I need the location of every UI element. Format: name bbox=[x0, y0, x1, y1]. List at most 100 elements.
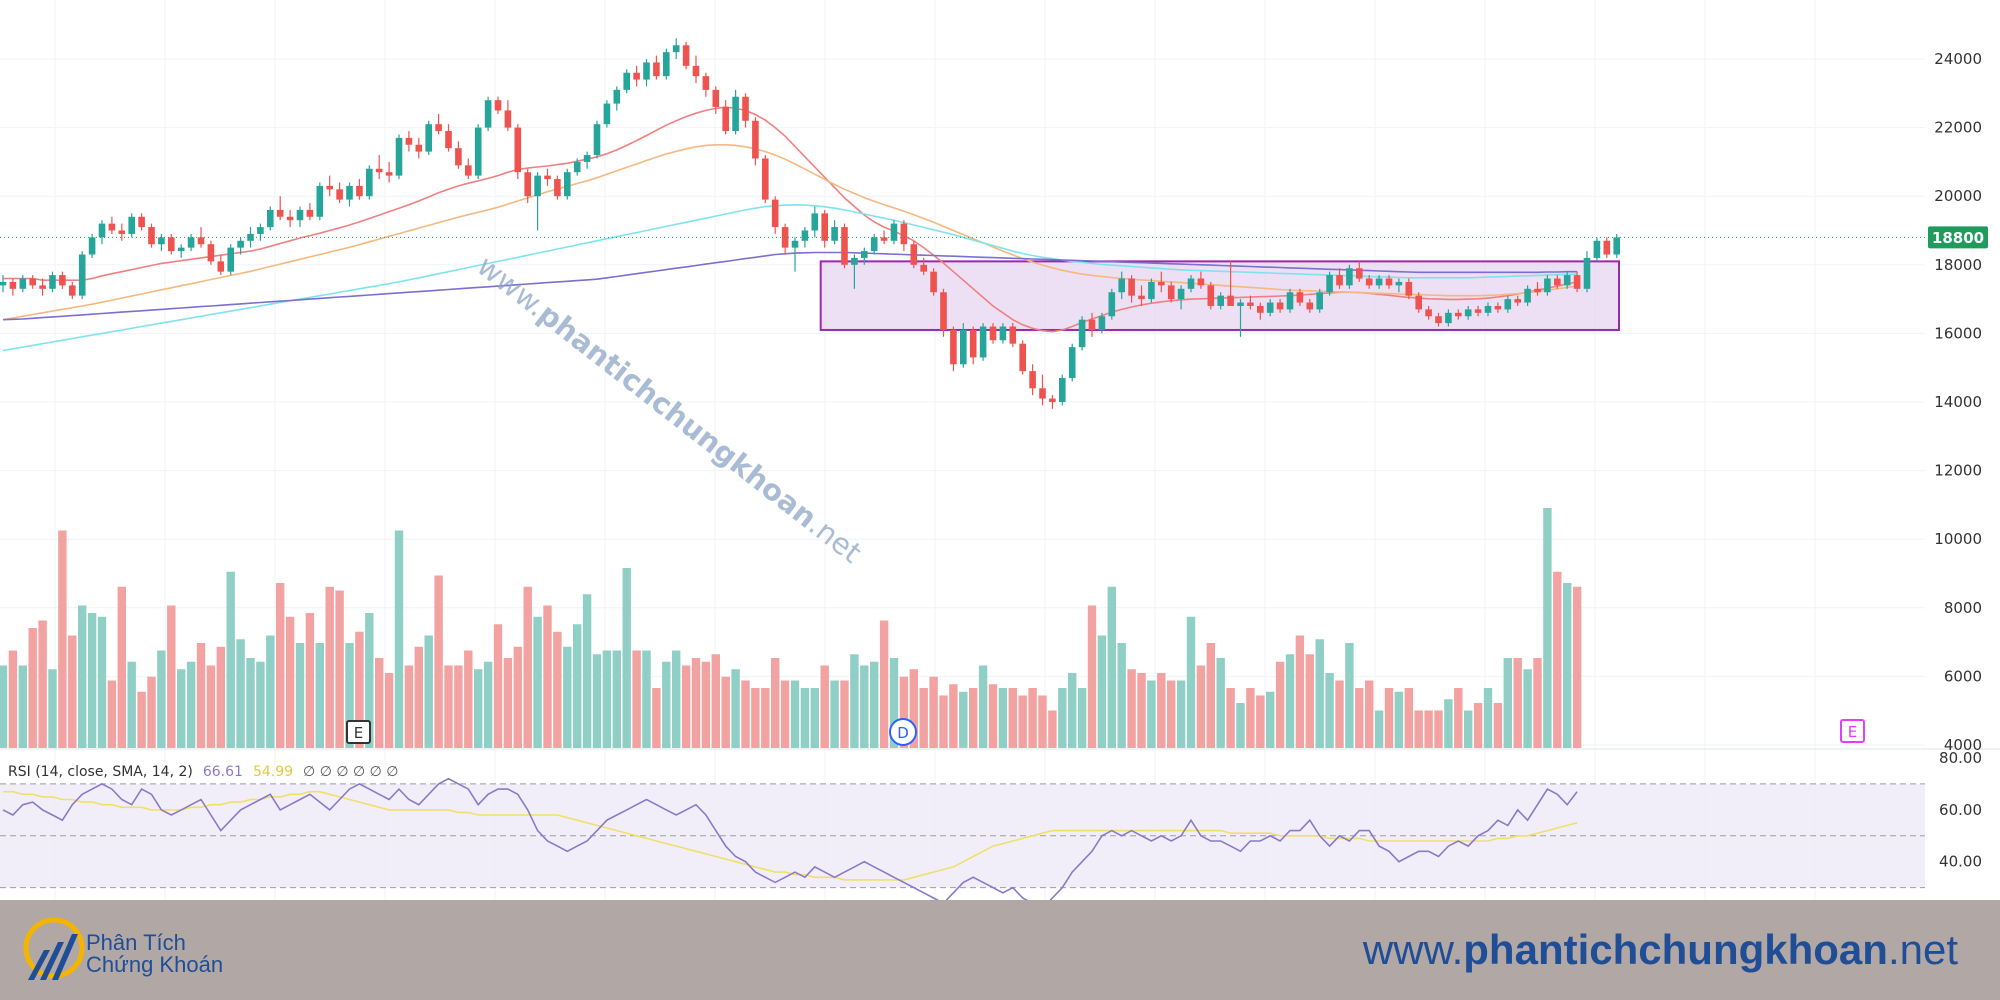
volume-bar bbox=[1127, 669, 1136, 748]
volume-bar bbox=[1147, 680, 1156, 748]
volume-bar bbox=[563, 646, 572, 748]
volume-bar bbox=[582, 594, 592, 748]
volume-bar bbox=[1157, 673, 1166, 748]
volume-bar bbox=[325, 586, 334, 748]
candle bbox=[989, 323, 997, 344]
candle bbox=[1435, 312, 1442, 327]
candle bbox=[1583, 251, 1591, 293]
candle bbox=[890, 220, 898, 245]
volume-bar bbox=[820, 665, 829, 748]
candle bbox=[732, 89, 739, 135]
volume-bar bbox=[1414, 710, 1423, 748]
candle bbox=[316, 182, 324, 221]
candle bbox=[1138, 285, 1145, 306]
candle bbox=[336, 182, 343, 204]
candle bbox=[19, 275, 27, 293]
footer-url-prefix: www. bbox=[1362, 926, 1464, 973]
candle bbox=[1296, 288, 1304, 306]
volume-bar bbox=[1315, 639, 1324, 748]
stock-chart[interactable]: www.phantichchungkhoan.net E D E 18800 24… bbox=[0, 0, 2000, 900]
volume-bar bbox=[1394, 691, 1404, 748]
candle bbox=[969, 326, 977, 365]
candle bbox=[1286, 288, 1294, 313]
price-tick-label: 18000 bbox=[1934, 256, 1982, 274]
candle bbox=[286, 209, 294, 228]
footer-url[interactable]: www.phantichchungkhoan.net bbox=[1363, 926, 1958, 974]
last-price-badge bbox=[1928, 226, 1988, 249]
volume-bar bbox=[840, 680, 849, 748]
volume-bar bbox=[87, 613, 97, 748]
volume-bar bbox=[1008, 688, 1017, 748]
candle bbox=[1158, 271, 1165, 293]
rsi-tick-label: 80.00 bbox=[1939, 749, 1982, 767]
candle bbox=[128, 213, 135, 238]
candle bbox=[742, 93, 749, 128]
candle bbox=[1068, 343, 1076, 382]
volume-bar bbox=[622, 568, 631, 748]
candle bbox=[346, 182, 353, 207]
volume-bar bbox=[1483, 688, 1493, 748]
volume-bar bbox=[0, 665, 8, 748]
candle bbox=[29, 275, 36, 289]
volume-bar bbox=[672, 650, 681, 748]
volume-bar bbox=[375, 658, 384, 748]
candle bbox=[930, 268, 937, 296]
volume-bar bbox=[1117, 643, 1126, 748]
svg-text:www.phantichchungkhoan.net: www.phantichchungkhoan.net bbox=[471, 249, 868, 570]
volume-bar bbox=[1285, 654, 1295, 748]
candle bbox=[752, 117, 759, 166]
volume-bar bbox=[196, 643, 206, 748]
volume-bar bbox=[355, 631, 364, 748]
volume-bar bbox=[48, 669, 57, 748]
earnings-marker-upcoming[interactable]: E bbox=[1840, 719, 1865, 743]
candle bbox=[227, 244, 234, 276]
earnings-marker[interactable]: E bbox=[346, 720, 371, 744]
candle bbox=[1375, 275, 1383, 289]
volume-bar bbox=[1216, 658, 1225, 748]
candle bbox=[999, 323, 1007, 344]
candle bbox=[138, 213, 145, 231]
volume-bar bbox=[256, 661, 265, 748]
volume-bar bbox=[1513, 658, 1522, 748]
candle bbox=[643, 59, 650, 87]
volume-bar bbox=[701, 661, 711, 748]
volume-bar bbox=[78, 605, 87, 748]
volume-bar bbox=[404, 665, 414, 748]
volume-bar bbox=[503, 658, 513, 748]
candle bbox=[0, 275, 7, 293]
event-markers[interactable]: E D E bbox=[346, 718, 1865, 746]
candles bbox=[0, 38, 1620, 409]
candle bbox=[811, 206, 819, 238]
volume-bar bbox=[127, 661, 136, 748]
candle bbox=[722, 100, 729, 135]
volume-bar bbox=[1018, 695, 1027, 748]
price-tick-label: 14000 bbox=[1934, 393, 1982, 411]
candle bbox=[554, 175, 561, 200]
volume-bar bbox=[612, 650, 621, 748]
candle bbox=[544, 168, 551, 186]
candle bbox=[296, 206, 304, 228]
volume-bar bbox=[899, 676, 909, 748]
svg-text:E: E bbox=[1848, 723, 1857, 741]
candle bbox=[534, 172, 541, 231]
volume-bar bbox=[1266, 691, 1275, 748]
dividend-marker[interactable]: D bbox=[889, 718, 917, 746]
candle bbox=[979, 323, 987, 361]
candle bbox=[960, 323, 967, 368]
candle bbox=[1197, 271, 1205, 289]
candle bbox=[425, 120, 432, 156]
volume-bar bbox=[1196, 665, 1206, 748]
candle bbox=[1405, 278, 1413, 300]
volume-bar bbox=[1226, 688, 1235, 748]
volume-bar bbox=[879, 620, 889, 748]
candle bbox=[910, 240, 918, 269]
price-tick-label: 12000 bbox=[1934, 462, 1982, 480]
candle bbox=[405, 131, 413, 152]
ma-long-line bbox=[2, 203, 1578, 352]
volume-bar bbox=[1058, 688, 1067, 748]
volume-bar bbox=[810, 688, 819, 748]
price-axis[interactable]: 18800 24000 22000 20000 18000 16000 14000 12000… bbox=[0, 50, 1988, 871]
candle bbox=[217, 254, 225, 276]
candle bbox=[1148, 278, 1155, 303]
candle bbox=[1464, 305, 1472, 320]
